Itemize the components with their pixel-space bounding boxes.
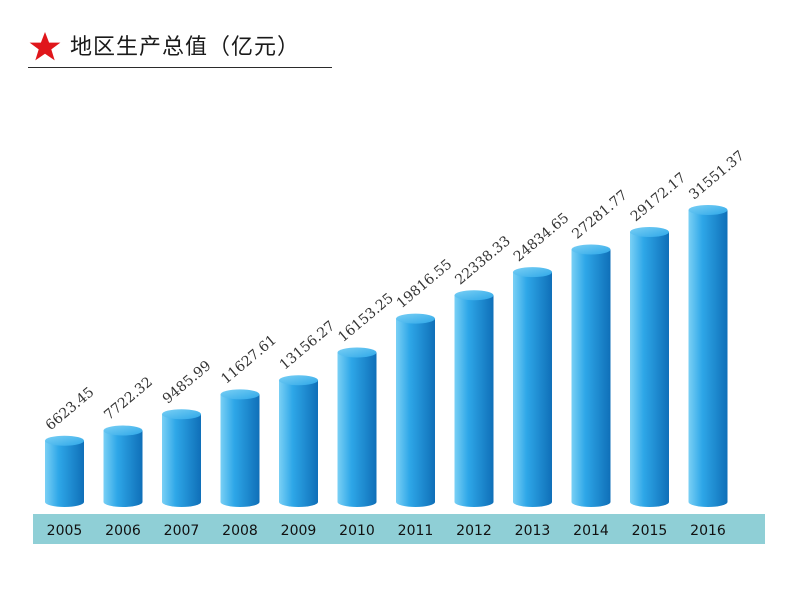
x-tick-label: 2011 <box>398 523 434 539</box>
data-label: 9485.99 <box>160 358 215 407</box>
data-label: 11627.61 <box>218 332 279 387</box>
bar-top-2012 <box>454 290 494 301</box>
data-label: 22338.33 <box>452 233 513 288</box>
bar-2009 <box>279 380 318 507</box>
bar-2014 <box>571 249 611 507</box>
bar-2010 <box>337 352 377 507</box>
bar-2008 <box>220 394 260 507</box>
x-tick-label: 2015 <box>632 523 668 539</box>
x-tick-label: 2007 <box>164 523 200 539</box>
bar-top-2008 <box>220 389 260 400</box>
bar-top-2009 <box>279 375 318 386</box>
bar-2013 <box>513 272 552 507</box>
bar-series <box>45 205 728 507</box>
title-underline <box>28 67 332 68</box>
data-label: 31551.37 <box>686 148 747 203</box>
bar-2012 <box>454 295 494 507</box>
bar-top-2007 <box>162 409 201 420</box>
x-tick-label: 2005 <box>47 523 83 539</box>
data-label: 13156.27 <box>277 318 338 373</box>
bar-top-2013 <box>513 267 552 278</box>
bar-2005 <box>45 440 84 507</box>
data-label: 7722.32 <box>101 374 156 423</box>
x-tick-label: 2016 <box>690 523 726 539</box>
data-label: 27281.77 <box>569 187 630 242</box>
bar-2011 <box>396 318 435 507</box>
bar-2016 <box>688 210 728 507</box>
bar-top-2011 <box>396 313 435 324</box>
bar-top-2015 <box>630 227 669 238</box>
data-label: 6623.45 <box>43 384 98 433</box>
star-icon <box>29 32 61 61</box>
bar-top-2014 <box>571 244 611 255</box>
x-tick-labels: 2005 2006 2007 2008 2009 2010 2011 2012 2013 2014… <box>47 523 726 539</box>
x-tick-label: 2008 <box>222 523 258 539</box>
x-tick-label: 2012 <box>456 523 492 539</box>
data-label: 16153.25 <box>335 290 396 345</box>
chart-title: 地区生产总值（亿元） <box>70 35 301 60</box>
bar-2007 <box>162 414 201 507</box>
x-tick-label: 2010 <box>339 523 375 539</box>
bar-top-2005 <box>45 435 84 446</box>
x-axis-band <box>33 514 765 544</box>
bar-top-2010 <box>337 347 377 358</box>
x-tick-label: 2013 <box>515 523 551 539</box>
data-label: 29172.17 <box>628 170 689 225</box>
bar-top-2006 <box>103 425 143 436</box>
x-tick-label: 2009 <box>281 523 317 539</box>
data-label: 19816.55 <box>394 256 455 311</box>
x-tick-label: 2006 <box>105 523 141 539</box>
x-tick-label: 2014 <box>573 523 609 539</box>
bar-top-2016 <box>688 205 728 215</box>
bar-2015 <box>630 232 669 507</box>
bar-2006 <box>103 430 143 507</box>
data-label: 24834.65 <box>511 210 572 265</box>
